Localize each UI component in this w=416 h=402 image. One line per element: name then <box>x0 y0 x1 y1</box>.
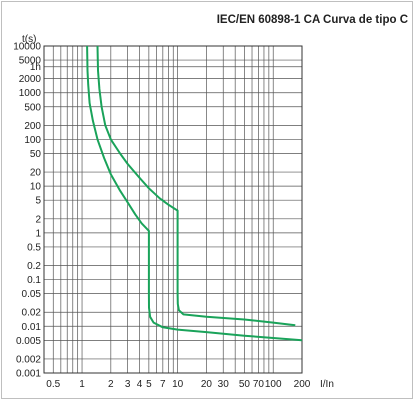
x-tick-label: 100 <box>265 379 282 390</box>
chart-title: IEC/EN 60898-1 CA Curva de tipo C <box>217 14 408 26</box>
x-tick-label: 2 <box>108 379 114 390</box>
y-tick-label: 0.005 <box>16 336 41 347</box>
y-tick-label: 10000 <box>13 42 41 53</box>
x-tick-label: 20 <box>201 379 213 390</box>
y-tick-label: 0.1 <box>27 275 41 286</box>
x-tick-label: 30 <box>218 379 230 390</box>
y-tick-label: 0.5 <box>27 242 41 253</box>
y-tick-label: 50 <box>30 149 42 160</box>
y-tick-label: 5 <box>35 196 41 207</box>
x-tick-label: 3 <box>125 379 131 390</box>
y-tick-label: 1h <box>30 62 41 73</box>
y-tick-label: 20 <box>30 168 42 179</box>
y-tick-label: 0.02 <box>22 308 42 319</box>
x-tick-label: 4 <box>137 379 143 390</box>
y-tick-label: 1000 <box>19 88 42 99</box>
x-tick-label: 0.5 <box>46 379 60 390</box>
plot-area <box>43 45 303 374</box>
trip-curve-upper <box>96 45 296 327</box>
x-tick-label: 200 <box>294 379 311 390</box>
x-axis-label: I/In <box>320 379 334 390</box>
y-tick-label: 1 <box>35 228 41 239</box>
y-tick-label: 10 <box>30 182 42 193</box>
y-axis-label: t(s) <box>22 34 36 45</box>
y-tick-label: 0.01 <box>22 322 42 333</box>
y-tick-label: 0.05 <box>22 289 42 300</box>
x-tick-label: 70 <box>253 379 265 390</box>
y-tick-label: 5000 <box>19 56 42 67</box>
x-tick-label: 7 <box>160 379 166 390</box>
y-tick-label: 2 <box>35 214 41 225</box>
y-tick-label: 200 <box>24 121 41 132</box>
x-tick-label: 1 <box>79 379 85 390</box>
x-tick-label: 10 <box>172 379 184 390</box>
y-tick-label: 500 <box>24 102 41 113</box>
x-tick-label: 50 <box>239 379 251 390</box>
y-tick-label: 0.002 <box>16 354 41 365</box>
y-tick-label: 0.001 <box>16 369 41 380</box>
y-tick-label: 100 <box>24 135 41 146</box>
x-tick-label: 5 <box>146 379 152 390</box>
y-tick-label: 0.2 <box>27 261 41 272</box>
y-tick-label: 2000 <box>19 74 42 85</box>
trip-curve-lower <box>86 45 303 342</box>
